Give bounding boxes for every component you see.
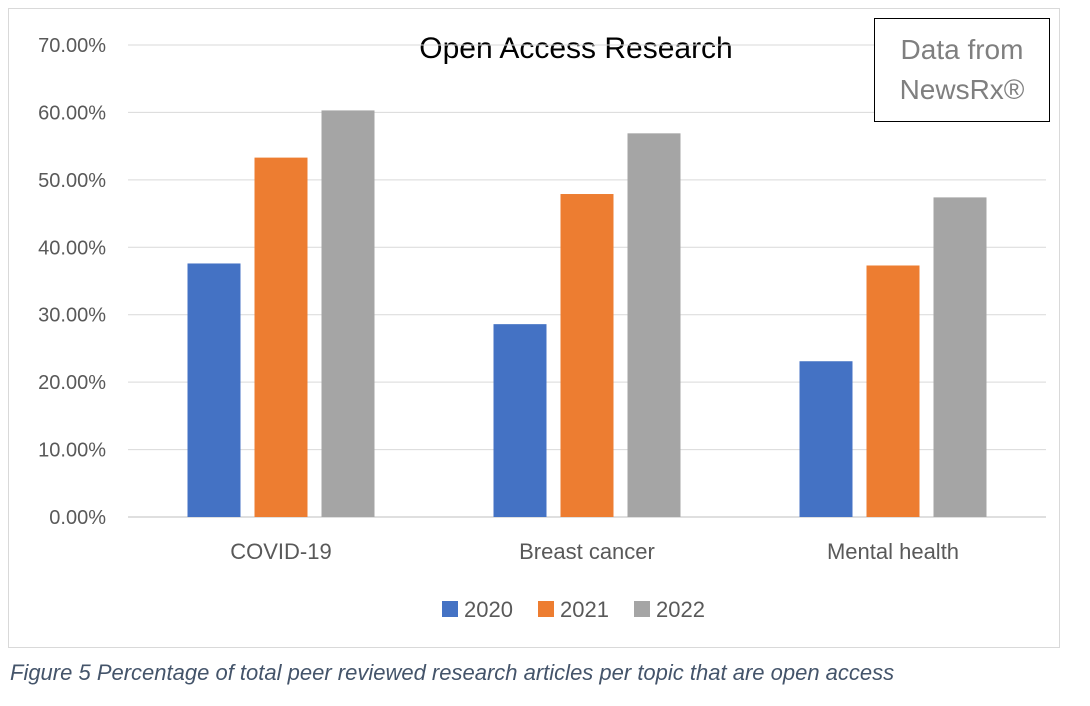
legend-swatch-2021 (538, 601, 554, 617)
source-annotation-text: Data from NewsRx® (899, 34, 1025, 105)
bar-2021-0 (254, 157, 308, 517)
legend-swatch-2020 (442, 601, 458, 617)
x-tick-label: Breast cancer (519, 539, 655, 564)
y-tick-label: 30.00% (38, 305, 106, 327)
bar-2020-1 (493, 324, 547, 517)
legend: 2020 2021 2022 (442, 597, 705, 622)
y-tick-label: 20.00% (38, 372, 106, 394)
bar-2021-1 (560, 194, 614, 517)
bar-2022-0 (321, 110, 375, 518)
x-axis: COVID-19 Breast cancer Mental health (230, 539, 959, 564)
bar-2021-2 (866, 265, 920, 517)
legend-label: 2022 (656, 597, 705, 622)
x-tick-label: COVID-19 (230, 539, 331, 564)
y-axis: 0.00% 10.00% 20.00% 30.00% 40.00% 50.00% 60.00… (38, 35, 106, 529)
bar-2020-2 (799, 361, 853, 517)
bar-2022-2 (933, 197, 987, 518)
y-tick-label: 0.00% (49, 507, 106, 529)
chart-frame (8, 8, 1060, 648)
y-tick-label: 60.00% (38, 102, 106, 124)
bar-2022-1 (627, 133, 681, 517)
bars (187, 110, 987, 518)
legend-label: 2021 (560, 597, 609, 622)
legend-swatch-2022 (634, 601, 650, 617)
figure-caption: Figure 5 Percentage of total peer review… (10, 660, 895, 685)
y-tick-label: 50.00% (38, 170, 106, 192)
chart-title: Open Access Research (419, 32, 733, 65)
y-tick-label: 10.00% (38, 440, 106, 462)
bar-2020-0 (187, 263, 241, 517)
x-tick-label: Mental health (827, 539, 959, 564)
y-tick-label: 40.00% (38, 237, 106, 259)
source-annotation-box: Data from NewsRx® (874, 18, 1050, 122)
legend-label: 2020 (464, 597, 513, 622)
y-tick-label: 70.00% (38, 35, 106, 57)
